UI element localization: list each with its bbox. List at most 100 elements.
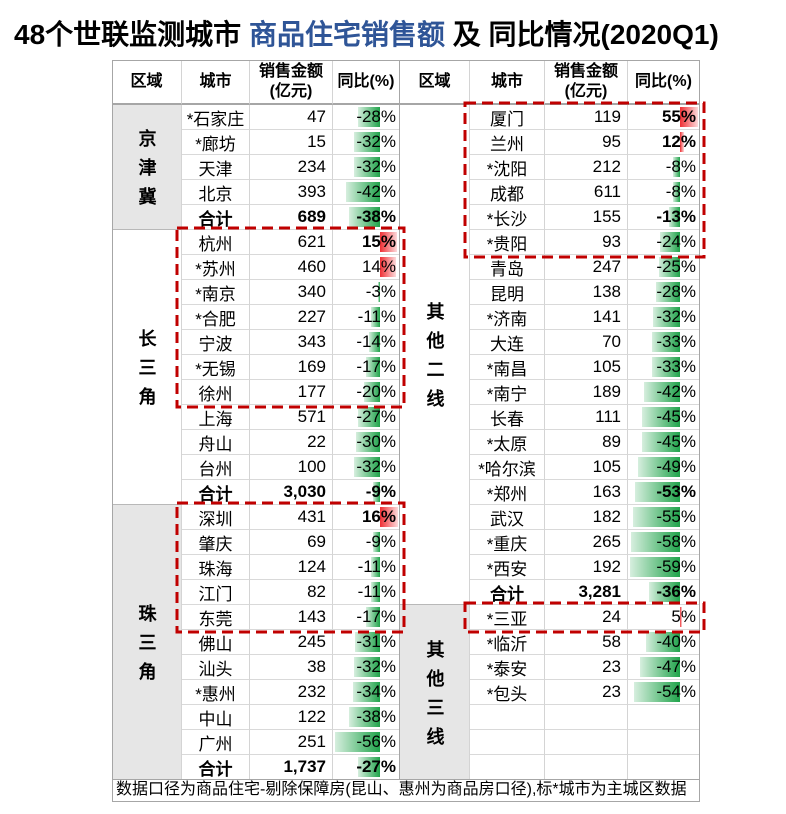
negative-bar <box>635 482 680 502</box>
city-cell: *西安 <box>470 555 545 580</box>
sales-value: 611 <box>593 182 621 201</box>
yoy-value: -11% <box>357 557 396 576</box>
city-name: *廊坊 <box>195 134 236 154</box>
yoy-value: 15% <box>361 232 396 251</box>
region-name: 长三角 <box>136 329 157 416</box>
sales-value: 22 <box>307 432 326 451</box>
sales-value: 95 <box>602 132 621 151</box>
empty-cell <box>545 705 628 730</box>
city-name: 杭州 <box>198 234 233 254</box>
sales-cell: 23 <box>545 655 628 680</box>
yoy-value: -17% <box>356 357 396 376</box>
city-name: *临沂 <box>486 634 528 654</box>
city-name: 东莞 <box>198 609 233 629</box>
sales-value: 143 <box>297 607 326 626</box>
city-cell: *太原 <box>470 430 545 455</box>
city-cell: *沈阳 <box>470 155 545 180</box>
yoy-cell: -24% <box>628 230 700 255</box>
total-label-cell: 合计 <box>182 205 250 230</box>
sales-value: 69 <box>307 532 326 551</box>
city-cell: 大连 <box>470 330 545 355</box>
yoy-value: 12% <box>661 132 696 151</box>
city-name: *南昌 <box>486 359 528 379</box>
yoy-value: -8% <box>665 157 696 176</box>
yoy-cell: -54% <box>628 680 700 705</box>
city-cell: *合肥 <box>182 305 250 330</box>
sales-cell: 105 <box>545 455 628 480</box>
yoy-value: -32% <box>656 307 696 326</box>
page-title: 48个世联监测城市 商品住宅销售额 及 同比情况(2020Q1) <box>14 16 719 54</box>
sales-value: 245 <box>297 632 326 651</box>
yoy-cell: -9% <box>333 530 400 555</box>
negative-bar <box>630 557 680 577</box>
yoy-value: -20% <box>356 382 396 401</box>
city-cell: *泰安 <box>470 655 545 680</box>
yoy-cell: -45% <box>628 430 700 455</box>
sales-value: 82 <box>307 582 326 601</box>
negative-bar <box>634 682 680 702</box>
sales-cell: 212 <box>545 155 628 180</box>
yoy-cell: -32% <box>333 155 400 180</box>
negative-bar <box>346 182 380 202</box>
yoy-cell: -32% <box>333 455 400 480</box>
yoy-value: -32% <box>356 132 396 151</box>
yoy-value: -25% <box>656 257 696 276</box>
negative-bar <box>658 257 680 277</box>
city-cell: 珠海 <box>182 555 250 580</box>
negative-bar <box>354 657 380 677</box>
empty-cell <box>628 705 700 730</box>
sales-value: 119 <box>593 107 621 126</box>
city-name: 大连 <box>490 334 524 354</box>
city-cell: 北京 <box>182 180 250 205</box>
negative-bar <box>652 332 680 352</box>
sales-cell: 340 <box>250 280 333 305</box>
negative-bar <box>644 382 680 402</box>
city-name: 青岛 <box>490 259 524 279</box>
negative-bar <box>354 132 380 152</box>
region-cell: 珠三角 <box>112 505 182 780</box>
sales-cell: 611 <box>545 180 628 205</box>
empty-cell <box>545 730 628 755</box>
yoy-value: -59% <box>656 557 696 576</box>
yoy-value: -28% <box>356 107 396 126</box>
sales-value: 138 <box>592 282 621 301</box>
sales-value: 141 <box>592 307 621 326</box>
sales-value: 247 <box>592 257 621 276</box>
yoy-value: -40% <box>656 632 696 651</box>
yoy-value: -42% <box>356 182 396 201</box>
yoy-cell: -42% <box>628 380 700 405</box>
city-name: 昆明 <box>490 284 524 304</box>
city-cell: 长春 <box>470 405 545 430</box>
sales-value: 100 <box>297 457 326 476</box>
sales-value: 15 <box>307 132 326 151</box>
yoy-value: -24% <box>656 232 696 251</box>
city-cell: *惠州 <box>182 680 250 705</box>
yoy-cell: -27% <box>333 755 400 780</box>
city-cell: 肇庆 <box>182 530 250 555</box>
city-cell: 中山 <box>182 705 250 730</box>
sales-value: 1,737 <box>283 757 326 776</box>
panel-divider <box>399 60 400 780</box>
city-name: 台州 <box>198 459 233 479</box>
total-label: 合计 <box>198 209 233 229</box>
city-cell: 上海 <box>182 405 250 430</box>
header-region-cell: 区域 <box>400 60 470 105</box>
city-cell: 东莞 <box>182 605 250 630</box>
city-cell: 深圳 <box>182 505 250 530</box>
empty-cell <box>628 755 700 780</box>
yoy-cell: -31% <box>333 630 400 655</box>
sales-value: 155 <box>592 207 621 226</box>
city-cell: 杭州 <box>182 230 250 255</box>
yoy-cell: 12% <box>628 130 700 155</box>
city-cell: *三亚 <box>470 605 545 630</box>
sales-cell: 69 <box>250 530 333 555</box>
sales-cell: 23 <box>545 680 628 705</box>
header-sales: 销售金额 <box>258 62 323 80</box>
city-cell: 宁波 <box>182 330 250 355</box>
city-name: 深圳 <box>198 509 233 529</box>
yoy-value: -49% <box>656 457 696 476</box>
yoy-value: -45% <box>656 407 696 426</box>
city-name: *贵阳 <box>486 234 528 254</box>
city-cell: *临沂 <box>470 630 545 655</box>
city-name: 长春 <box>490 409 524 429</box>
